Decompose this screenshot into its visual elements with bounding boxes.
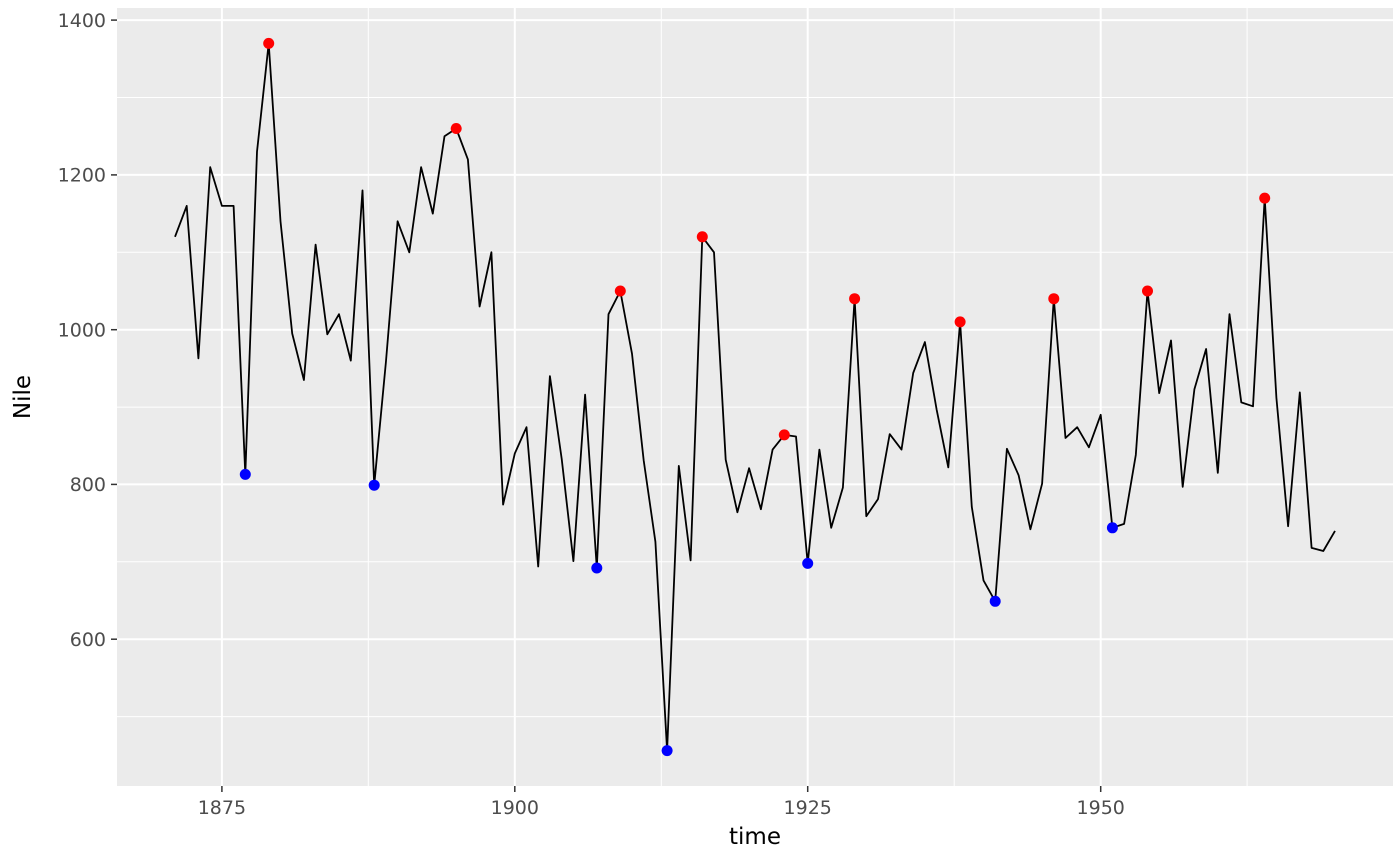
valley-point [989,595,1001,607]
plot-panel [117,8,1393,786]
y-axis: 600 800 1000 1200 1400 [58,10,117,651]
minor-gridlines [117,8,1393,786]
y-axis-title: Nile [10,375,36,419]
valley-point [368,479,380,491]
y-tick-label: 1000 [58,319,106,341]
peak-point [1142,285,1153,297]
valley-point [239,468,251,480]
valley-point [1106,522,1118,534]
x-axis: 1875 1900 1925 1950 [198,786,1125,819]
x-tick-label: 1950 [1077,797,1125,819]
peak-point [1048,293,1060,305]
peak-point [954,316,966,328]
nile-series-line [174,42,1336,752]
peak-points-group [263,37,1271,441]
peak-point [450,123,462,134]
y-tick-label: 1400 [58,10,106,32]
y-tick-label: 1200 [58,165,106,187]
peak-point [1259,192,1271,204]
peak-point [696,231,708,243]
y-tick-label: 800 [70,474,106,496]
valley-points-group [239,468,1118,757]
valley-point [661,745,673,757]
valley-point [591,562,603,574]
peak-point [778,429,790,441]
x-tick-label: 1900 [491,797,539,819]
x-axis-title: time [729,824,781,850]
y-tick-label: 600 [70,629,106,651]
valley-point [802,557,814,569]
peak-point [849,293,861,305]
x-tick-label: 1925 [784,797,832,819]
peak-point [614,285,626,297]
peak-point [263,37,275,49]
x-tick-label: 1875 [198,797,246,819]
